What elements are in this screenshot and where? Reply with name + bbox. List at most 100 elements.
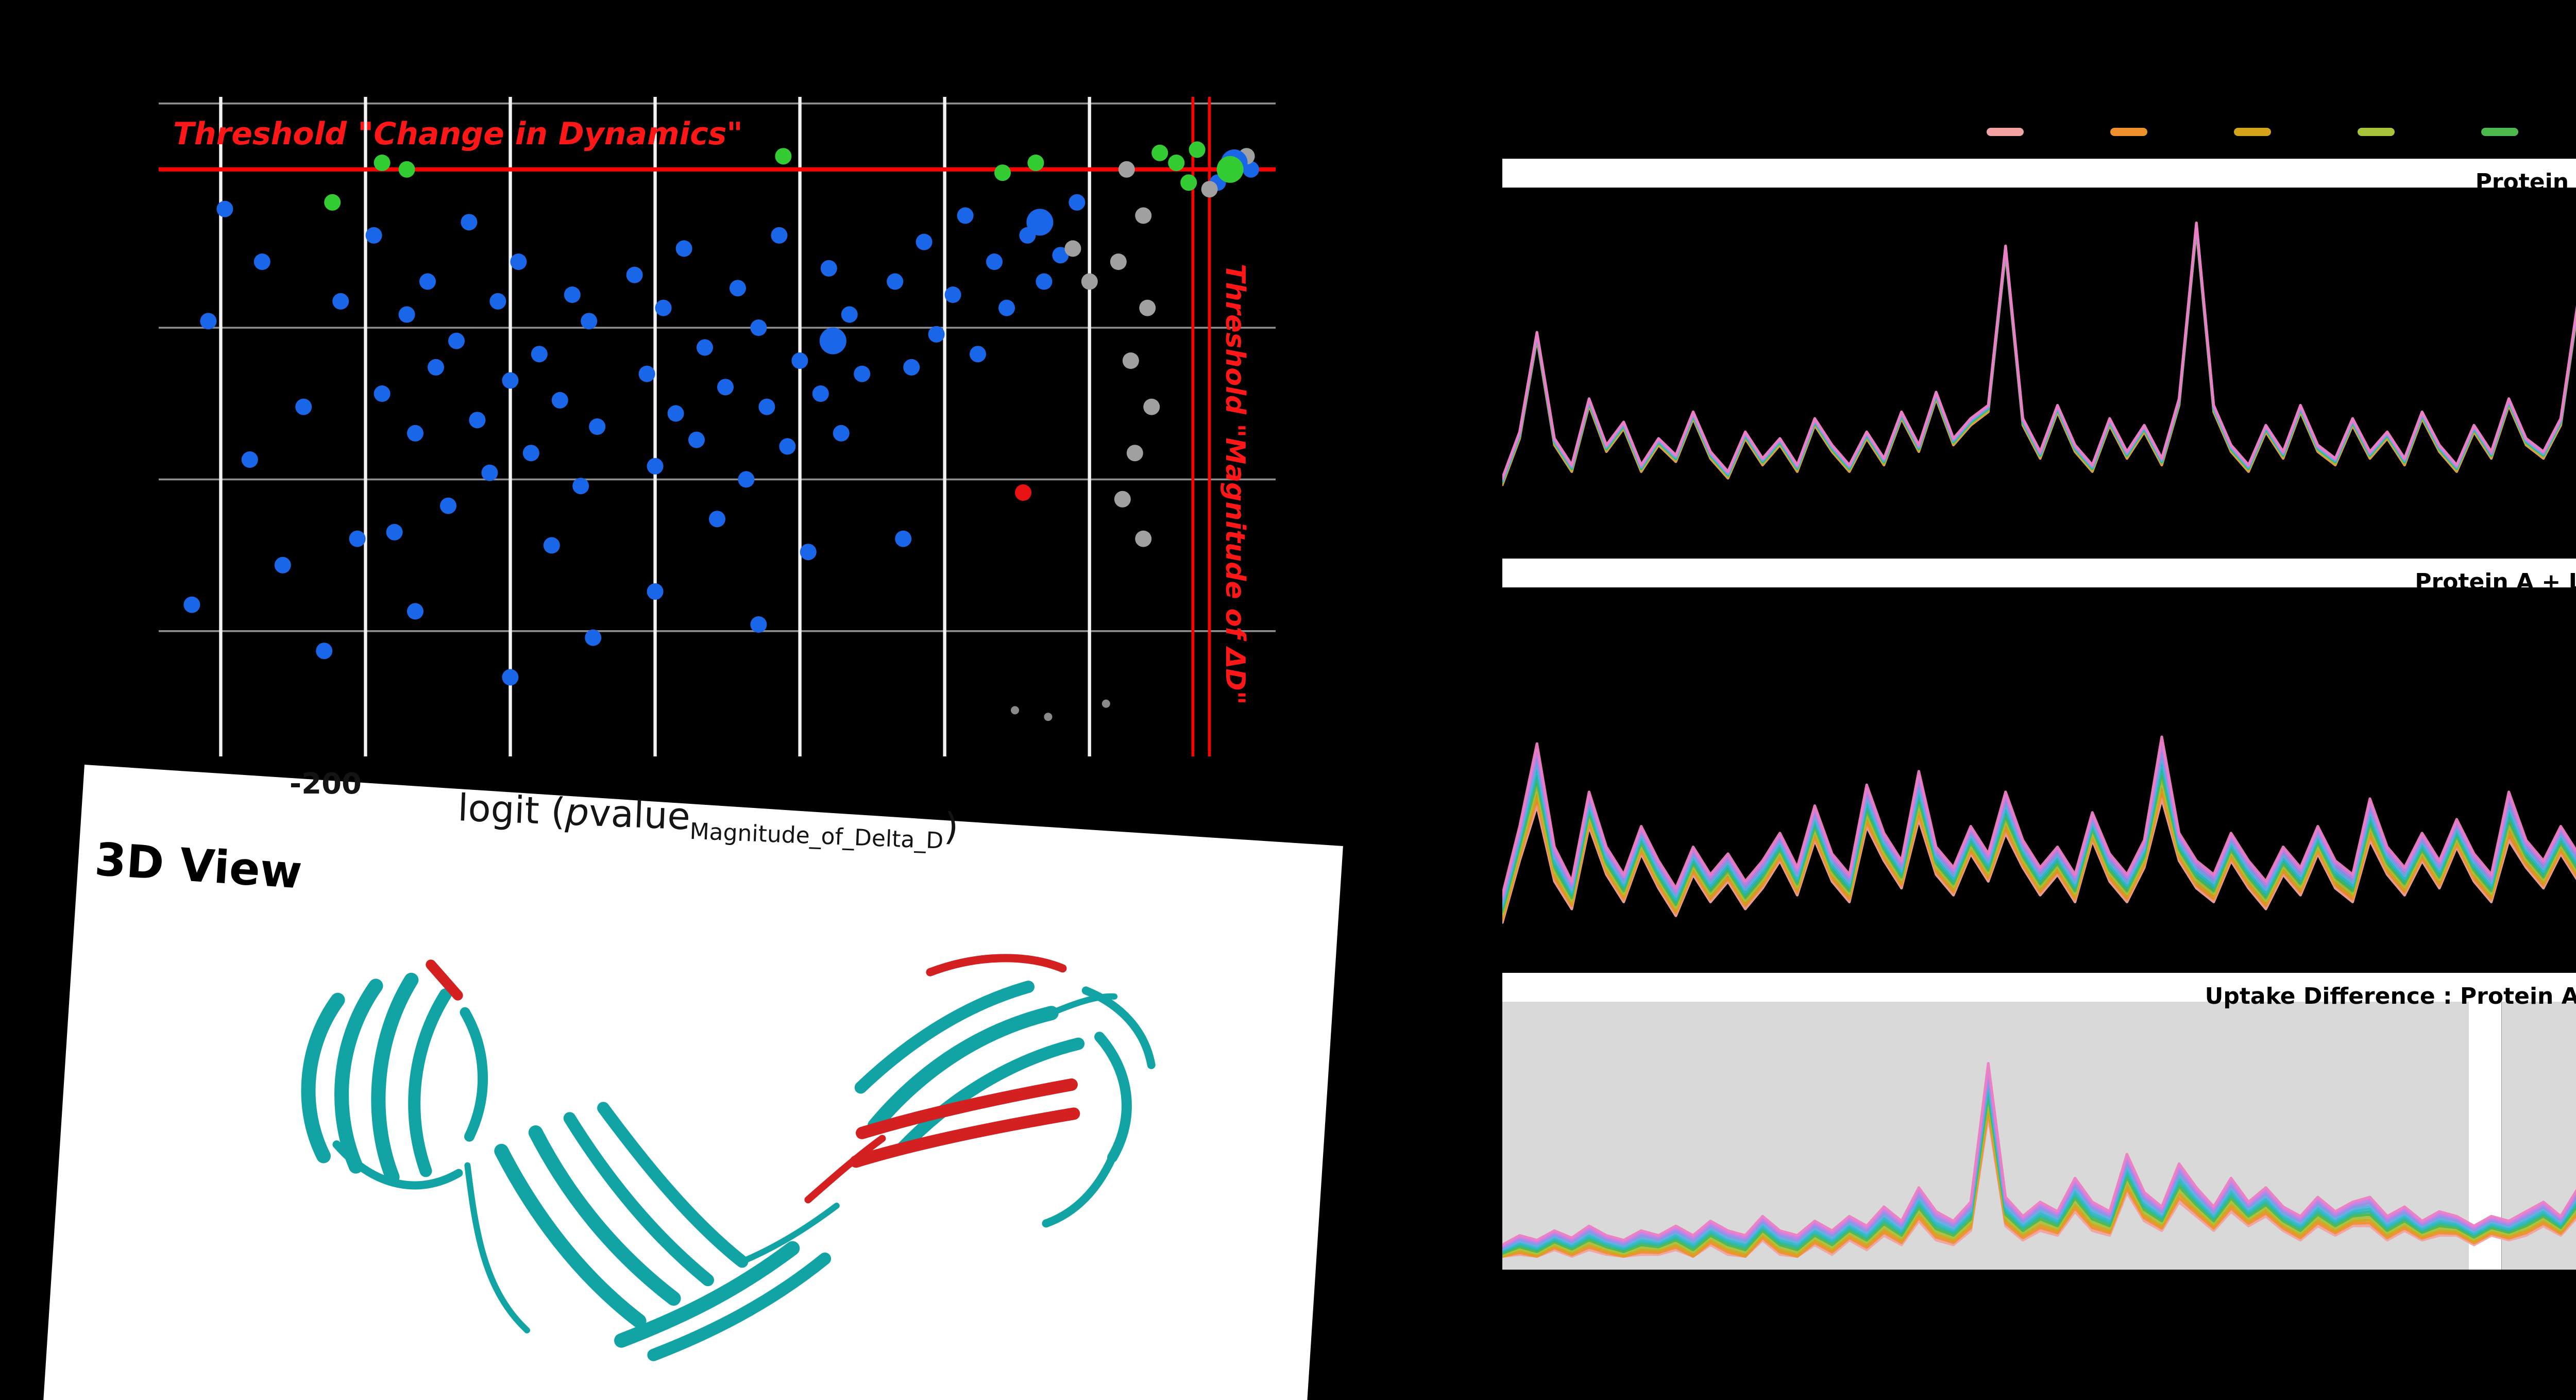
scatter-point-below-threshold[interactable] bbox=[440, 497, 456, 514]
scatter-point-below-threshold[interactable] bbox=[481, 464, 498, 481]
scatter-point-below-threshold[interactable] bbox=[928, 326, 945, 343]
scatter-point-magnitude-only[interactable] bbox=[1118, 161, 1135, 178]
scatter-point-below-threshold[interactable] bbox=[489, 293, 506, 310]
scatter-point-below-threshold[interactable] bbox=[531, 346, 548, 363]
uptake-line-series-8[interactable] bbox=[1502, 1077, 2576, 1251]
scatter-point-below-threshold[interactable] bbox=[241, 451, 258, 468]
scatter-point-below-threshold[interactable] bbox=[667, 405, 684, 422]
scatter-point-below-threshold[interactable] bbox=[398, 306, 415, 323]
scatter-point-below-threshold[interactable] bbox=[697, 339, 713, 356]
uptake-line-series-3[interactable] bbox=[1502, 729, 2576, 919]
scatter-point-below-threshold[interactable] bbox=[407, 425, 423, 442]
uptake-line-series-7[interactable] bbox=[1502, 684, 2576, 908]
scatter-point-below-threshold[interactable] bbox=[448, 332, 465, 349]
scatter-point-below-threshold[interactable] bbox=[585, 629, 602, 646]
scatter-point-below-threshold[interactable] bbox=[957, 207, 974, 224]
scatter-point-below-threshold[interactable] bbox=[332, 293, 349, 310]
scatter-point-below-threshold[interactable] bbox=[887, 273, 904, 290]
uptake-line-series-11[interactable] bbox=[1502, 221, 2576, 480]
scatter-point-below-threshold[interactable] bbox=[916, 233, 933, 250]
scatter-point-below-threshold[interactable] bbox=[1069, 194, 1086, 211]
scatter-point-below-threshold[interactable] bbox=[709, 511, 725, 528]
uptake-line-series-4[interactable] bbox=[1502, 1099, 2576, 1257]
uptake-line-series-10[interactable] bbox=[1502, 1067, 2576, 1248]
scatter-point-below-threshold[interactable] bbox=[688, 431, 705, 448]
uptake-line-series-5[interactable] bbox=[1502, 706, 2576, 913]
protein-ribbon-3d[interactable] bbox=[178, 884, 1237, 1400]
scatter-point-significant-change[interactable] bbox=[775, 148, 792, 165]
3d-view-panel[interactable]: 3D View bbox=[40, 765, 1343, 1400]
legend-swatch-5[interactable] bbox=[2481, 128, 2518, 136]
scatter-point-magnitude-only[interactable] bbox=[1139, 299, 1156, 316]
scatter-point-significant-change[interactable] bbox=[324, 194, 341, 211]
legend-swatch-3[interactable] bbox=[2234, 128, 2271, 136]
scatter-point-magnitude-only[interactable] bbox=[1110, 254, 1127, 270]
scatter-point-magnitude-only[interactable] bbox=[1135, 530, 1152, 547]
scatter-point-significant-change[interactable] bbox=[994, 164, 1011, 181]
scatter-point-magnitude-only[interactable] bbox=[1201, 181, 1218, 198]
scatter-point-below-threshold[interactable] bbox=[791, 352, 808, 369]
scatter-point-significant-change[interactable] bbox=[398, 161, 415, 178]
scatter-point-below-threshold[interactable] bbox=[551, 392, 568, 409]
uptake-line-series-1[interactable] bbox=[1502, 1115, 2576, 1258]
scatter-point-significant-change[interactable] bbox=[1180, 174, 1197, 191]
scatter-point-below-threshold[interactable] bbox=[638, 365, 655, 382]
scatter-point-below-threshold[interactable] bbox=[895, 530, 912, 547]
scatter-point-below-threshold[interactable] bbox=[502, 669, 519, 686]
uptake-line-series-9[interactable] bbox=[1502, 1072, 2576, 1250]
scatter-point-below-threshold[interactable] bbox=[374, 385, 391, 402]
scatter-point-below-threshold[interactable] bbox=[626, 266, 643, 283]
uptake-line-series-2[interactable] bbox=[1502, 1109, 2576, 1258]
scatter-point-magnitude-only[interactable] bbox=[1135, 207, 1152, 224]
scatter-point-below-threshold[interactable] bbox=[365, 227, 382, 244]
scatter-point-below-threshold[interactable] bbox=[779, 438, 796, 455]
uptake-line-series-9[interactable] bbox=[1502, 663, 2576, 902]
scatter-point-below-threshold[interactable] bbox=[771, 227, 788, 244]
scatter-point-magnitude-only[interactable] bbox=[1064, 240, 1081, 257]
scatter-point-below-threshold[interactable] bbox=[903, 359, 920, 376]
scatter-point-below-threshold[interactable] bbox=[800, 544, 817, 561]
scatter-point-large-below-threshold[interactable] bbox=[819, 327, 846, 355]
scatter-point-significant-change[interactable] bbox=[1189, 141, 1206, 158]
scatter-point-below-threshold[interactable] bbox=[253, 254, 270, 270]
scatter-point-below-threshold[interactable] bbox=[730, 280, 746, 297]
scatter-point-large-significant[interactable] bbox=[1216, 156, 1244, 183]
scatter-point-below-threshold[interactable] bbox=[200, 313, 217, 330]
scatter-point-below-threshold[interactable] bbox=[216, 200, 233, 217]
scatter-point-below-threshold[interactable] bbox=[1052, 247, 1069, 264]
scatter-point-below-threshold[interactable] bbox=[349, 530, 366, 547]
scatter-point-below-threshold[interactable] bbox=[717, 379, 734, 396]
scatter-point-below-threshold[interactable] bbox=[183, 596, 200, 613]
scatter-point-significant-change[interactable] bbox=[374, 155, 391, 171]
scatter-point-below-threshold[interactable] bbox=[1036, 273, 1053, 290]
uptake-line-series-11[interactable] bbox=[1502, 1061, 2576, 1246]
scatter-point-below-threshold[interactable] bbox=[970, 346, 986, 363]
legend-swatch-2[interactable] bbox=[2110, 128, 2147, 136]
uptake-line-series-1[interactable] bbox=[1502, 750, 2576, 924]
uptake-chart-protein-a-ligand[interactable] bbox=[1502, 587, 2576, 960]
scatter-point-below-threshold[interactable] bbox=[581, 313, 598, 330]
scatter-point-below-threshold[interactable] bbox=[428, 359, 444, 376]
scatter-point-below-threshold[interactable] bbox=[469, 412, 486, 429]
uptake-line-series-6[interactable] bbox=[1502, 1088, 2576, 1254]
scatter-point-below-threshold[interactable] bbox=[758, 398, 775, 415]
scatter-point-below-threshold[interactable] bbox=[386, 524, 403, 541]
scatter-point-below-threshold[interactable] bbox=[589, 418, 606, 435]
scatter-point-below-threshold[interactable] bbox=[675, 240, 692, 257]
scatter-point-below-threshold[interactable] bbox=[841, 306, 858, 323]
scatter-point-below-threshold[interactable] bbox=[461, 214, 478, 231]
scatter-point-below-threshold[interactable] bbox=[944, 286, 961, 303]
scatter-point-below-threshold[interactable] bbox=[812, 385, 829, 402]
volcano-plot[interactable] bbox=[159, 97, 1276, 756]
scatter-point-significant-change[interactable] bbox=[1027, 155, 1044, 171]
scatter-point-below-threshold[interactable] bbox=[274, 556, 291, 574]
uptake-line-series-6[interactable] bbox=[1502, 696, 2576, 910]
scatter-point-below-threshold[interactable] bbox=[572, 478, 589, 495]
uptake-line-series-11[interactable] bbox=[1502, 640, 2576, 897]
uptake-line-series-7[interactable] bbox=[1502, 1083, 2576, 1252]
scatter-point-below-threshold[interactable] bbox=[564, 286, 581, 303]
scatter-point-small-dots[interactable] bbox=[1101, 699, 1110, 708]
scatter-point-below-threshold[interactable] bbox=[295, 398, 312, 415]
scatter-point-below-threshold[interactable] bbox=[522, 445, 539, 462]
scatter-point-below-threshold[interactable] bbox=[647, 458, 664, 475]
